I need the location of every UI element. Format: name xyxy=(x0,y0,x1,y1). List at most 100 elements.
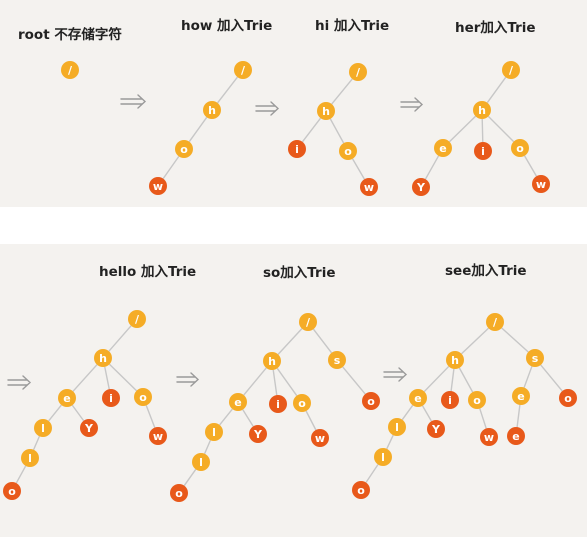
trie-node-char: Y xyxy=(416,181,426,194)
trie-edge xyxy=(273,370,277,395)
trie-node-char: o xyxy=(473,394,481,407)
trie-node-char: o xyxy=(564,392,572,405)
trie-edge xyxy=(72,405,83,420)
trie-edge xyxy=(366,464,378,482)
trie-edge xyxy=(163,156,179,178)
trie-node-char: Y xyxy=(431,423,441,436)
trie-node-char: h xyxy=(268,355,276,368)
arrow-icon xyxy=(8,376,30,389)
trie-edge xyxy=(480,409,486,429)
trie-node-char: w xyxy=(484,431,494,444)
trie-node-char: i xyxy=(295,143,299,156)
trie-edge xyxy=(402,405,412,419)
trie-node-char: o xyxy=(516,142,524,155)
trie-edge xyxy=(488,116,513,141)
arrow-icon xyxy=(177,373,198,386)
step-caption-hello: hello 加入Trie xyxy=(99,264,196,280)
trie-node-char: o xyxy=(298,397,306,410)
trie-node-char: h xyxy=(99,352,107,365)
trie-edge xyxy=(34,436,40,449)
trie-edge xyxy=(462,328,489,354)
trie-edge xyxy=(146,405,155,427)
arrow-icon xyxy=(256,102,278,115)
trie-node-char: o xyxy=(139,391,147,404)
trie-edge xyxy=(482,119,483,142)
arrow-icon xyxy=(384,368,406,381)
trie-node-char: i xyxy=(481,145,485,158)
trie-edge xyxy=(220,409,233,425)
trie-node-char: h xyxy=(478,104,486,117)
trie-edge xyxy=(16,466,25,483)
trie-node-char: Y xyxy=(84,422,94,435)
trie-edge xyxy=(243,410,253,427)
trie-step-3: /he i oY w xyxy=(412,61,550,196)
trie-edge xyxy=(73,365,97,392)
trie-edge xyxy=(449,116,475,141)
step-caption-hi: hi 加入Trie xyxy=(315,18,389,34)
trie-edge xyxy=(49,405,62,421)
trie-edge xyxy=(423,406,432,421)
trie-node-char: l xyxy=(395,421,399,434)
trie-edge xyxy=(487,77,505,102)
trie-edge xyxy=(184,469,196,485)
trie-step-4: /he i ol Ywlo xyxy=(3,310,167,500)
trie-edge xyxy=(109,364,136,390)
trie-edge xyxy=(332,79,353,104)
step-caption-her: her加入Trie xyxy=(455,20,536,36)
trie-edge xyxy=(330,119,343,143)
trie-edge xyxy=(302,118,320,142)
arrow-icon xyxy=(121,95,145,108)
trie-node-char: e xyxy=(234,396,241,409)
trie-edge xyxy=(306,411,316,430)
trie-node-char: i xyxy=(109,392,113,405)
trie-edge xyxy=(313,329,331,353)
trie-step-5: /h se i o ol Ywlo xyxy=(170,313,380,502)
trie-node-char: e xyxy=(63,392,70,405)
trie-node-char: w xyxy=(364,181,374,194)
trie-edge xyxy=(278,329,302,355)
trie-edge xyxy=(218,77,238,103)
trie-edge xyxy=(105,367,109,389)
trie-step-1: / h o w xyxy=(149,61,252,195)
trie-step-6: / h s e i o e o l Yw e l o xyxy=(352,313,577,499)
trie-node-char: s xyxy=(532,352,539,365)
trie-edge xyxy=(524,366,532,387)
step-caption-root: root 不存储字符 xyxy=(18,26,122,43)
trie-node-char: o xyxy=(180,143,188,156)
trie-node-char: h xyxy=(208,104,216,117)
trie-node-char: e xyxy=(414,392,421,405)
trie-edge xyxy=(451,369,454,391)
step-caption-how: how 加入Trie xyxy=(181,18,272,34)
trie-node-char: w xyxy=(536,178,546,191)
trie-edge xyxy=(387,435,393,449)
trie-edge xyxy=(109,326,131,351)
trie-node-char: e xyxy=(517,390,524,403)
trie-node-char: w xyxy=(153,430,163,443)
trie-step-2: /hi ow xyxy=(288,63,378,196)
trie-node-char: i xyxy=(448,394,452,407)
trie-edge xyxy=(205,440,211,453)
trie-node-char: l xyxy=(199,456,203,469)
trie-node-char: o xyxy=(8,485,16,498)
trie-node-char: l xyxy=(28,452,32,465)
trie-edge xyxy=(541,365,563,391)
trie-edge xyxy=(459,368,472,392)
trie-node-char: h xyxy=(322,105,330,118)
trie-edge xyxy=(525,156,537,176)
step-caption-so: so加入Trie xyxy=(263,265,335,281)
trie-edge xyxy=(353,159,365,179)
trie-edge xyxy=(244,368,267,395)
trie-node-char: w xyxy=(315,432,325,445)
trie-node-char: o xyxy=(357,484,365,497)
trie-edge xyxy=(502,328,529,352)
trie-edge xyxy=(517,405,520,427)
trie-node-char: o xyxy=(175,487,183,500)
trie-edge xyxy=(189,117,207,141)
trie-edge xyxy=(277,368,297,395)
trie-node-char: h xyxy=(451,354,459,367)
trie-edge xyxy=(424,366,448,391)
trie-node-char: e xyxy=(512,430,519,443)
trie-node-char: Y xyxy=(253,428,263,441)
